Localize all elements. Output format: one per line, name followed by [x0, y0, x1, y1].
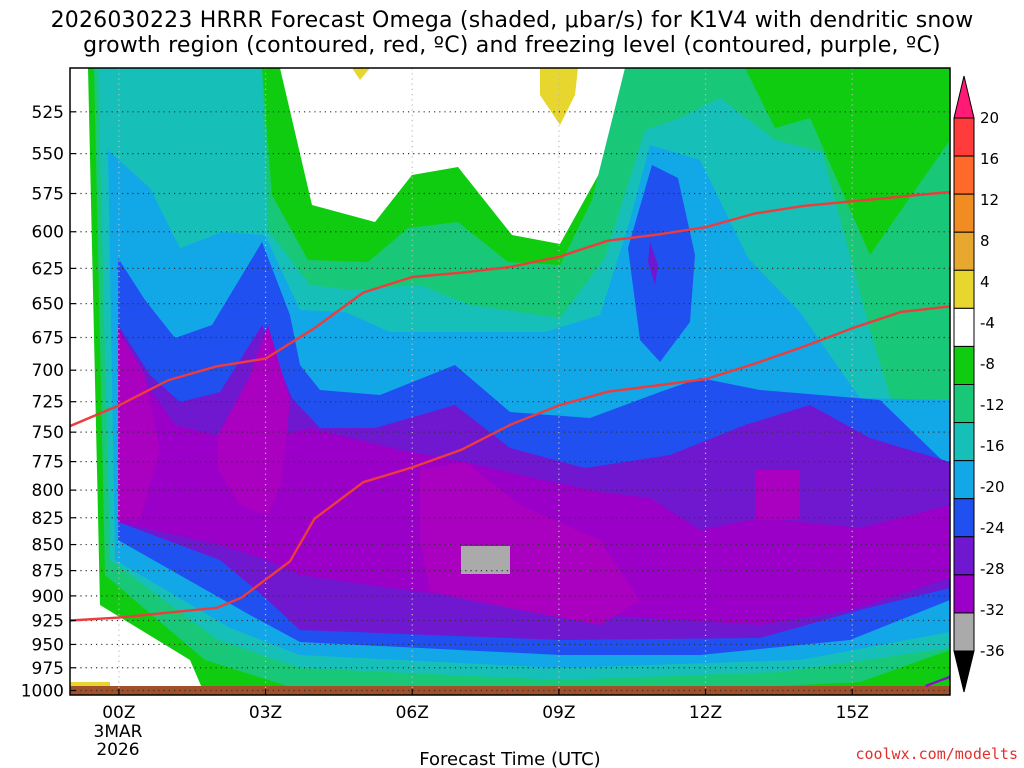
date-label-month: 3MAR	[94, 722, 143, 742]
x-axis: 00Z 03Z 06Z 09Z 12Z 15Z	[102, 689, 869, 723]
colorbar-tick-label: -32	[980, 601, 1005, 619]
colorbar-tick-label: 20	[980, 109, 999, 127]
colorbar-tick-label: 12	[980, 191, 999, 209]
colorbar-swatch	[953, 117, 975, 157]
x-axis-label: Forecast Time (UTC)	[419, 749, 600, 768]
plot-frame	[69, 67, 951, 696]
omega-band-lt-minus32	[461, 546, 510, 574]
colorbar-tick-label: -8	[980, 355, 995, 373]
colorbar-top-arrow	[953, 75, 975, 119]
colorbar-tick-label: -36	[980, 642, 1005, 660]
colorbar-tick-label: -28	[980, 560, 1005, 578]
omega-shading	[70, 68, 950, 695]
y-tick-label: 775	[32, 453, 64, 473]
y-tick-label: 825	[32, 509, 64, 529]
colorbar-swatch	[953, 155, 975, 195]
series-line-1	[70, 305, 950, 622]
y-tick-label: 650	[32, 295, 64, 315]
y-tick-label: 975	[32, 659, 64, 679]
watermark: coolwx.com/modelts	[855, 745, 1018, 763]
omega-band-lt-minus32-core	[118, 325, 800, 625]
colorbar-tick-label: -16	[980, 437, 1005, 455]
colorbar-tick-label: -4	[980, 314, 995, 332]
colorbar-swatch	[953, 231, 975, 271]
y-tick-label: 600	[32, 223, 64, 243]
y-tick-label: 625	[32, 259, 64, 279]
x-tick-label: 15Z	[836, 703, 869, 723]
y-tick-label: 925	[32, 612, 64, 632]
y-tick-label: 750	[32, 423, 64, 443]
y-tick-label: 675	[32, 329, 64, 349]
x-tick-label: 06Z	[396, 703, 429, 723]
colorbar-swatch	[953, 384, 975, 424]
y-tick-label: 1000	[21, 682, 64, 702]
gridlines	[70, 68, 950, 695]
x-tick-label: 09Z	[542, 703, 575, 723]
date-label-year: 2026	[96, 740, 139, 760]
colorbar-tick-label: -24	[980, 519, 1005, 537]
y-tick-label: 875	[32, 562, 64, 582]
colorbar-swatch	[953, 307, 975, 347]
x-tick-label: 00Z	[102, 703, 135, 723]
colorbar-swatch	[953, 460, 975, 500]
y-tick-label: 575	[32, 185, 64, 205]
colorbar-swatch	[953, 422, 975, 462]
colorbar-swatch	[953, 269, 975, 309]
colorbar-tick-label: -12	[980, 396, 1005, 414]
contour-lines	[70, 190, 950, 688]
chart-title-line-2: growth region (contoured, red, ºC) and f…	[83, 33, 941, 58]
series-line-2	[925, 675, 950, 688]
colorbar: 20 16 12 8 4 -4 -8 -12 -16 -20 -24 -28 -32 -36	[953, 75, 1005, 693]
x-tick-label: 12Z	[689, 703, 722, 723]
colorbar-swatch	[953, 193, 975, 233]
y-tick-label: 800	[32, 481, 64, 501]
terrain-ground	[70, 686, 950, 695]
colorbar-swatch	[953, 574, 975, 614]
y-tick-label: 525	[32, 103, 64, 123]
colorbar-swatch	[953, 536, 975, 576]
colorbar-swatch	[953, 612, 975, 652]
colorbar-tick-label: -20	[980, 478, 1005, 496]
colorbar-swatch	[953, 345, 975, 385]
y-tick-label: 725	[32, 393, 64, 413]
y-tick-label: 700	[32, 361, 64, 381]
colorbar-tick-label: 16	[980, 150, 999, 168]
y-axis: 525 550 575 600 625 650 675 700 725 750 775 800 825 8…	[21, 103, 76, 702]
colorbar-tick-label: 4	[980, 273, 990, 291]
y-tick-label: 850	[32, 536, 64, 556]
y-tick-label: 550	[32, 145, 64, 165]
colorbar-tick-label: 8	[980, 232, 990, 250]
chart-title-line-1: 2026030223 HRRR Forecast Omega (shaded, …	[50, 8, 974, 33]
x-tick-label: 03Z	[249, 703, 282, 723]
series-line-0	[70, 190, 950, 428]
y-tick-label: 900	[32, 587, 64, 607]
omega-band-lt-minus28	[118, 330, 950, 625]
y-tick-label: 950	[32, 635, 64, 655]
colorbar-bottom-arrow	[953, 650, 975, 693]
colorbar-swatch	[953, 498, 975, 538]
